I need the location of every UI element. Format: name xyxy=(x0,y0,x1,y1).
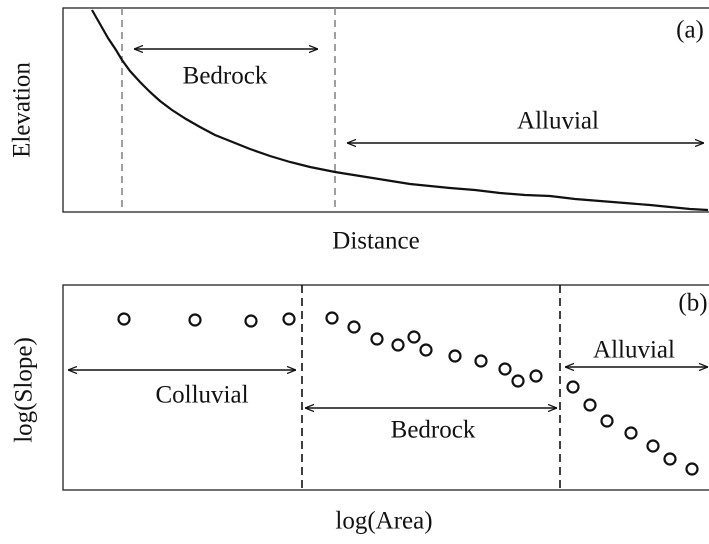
slope-point xyxy=(370,332,384,346)
zone-label: Bedrock xyxy=(183,63,268,90)
panel-label: (a) xyxy=(676,17,704,44)
panel-label: (b) xyxy=(678,290,707,317)
slope-point xyxy=(624,426,638,440)
slope-point xyxy=(117,312,131,326)
slope-point xyxy=(566,380,580,394)
profile-curve xyxy=(91,9,709,212)
slope-point xyxy=(498,362,512,376)
zone-label: Colluvial xyxy=(155,382,248,409)
y-axis-label: log(Slope) xyxy=(11,337,38,443)
slope-point xyxy=(244,314,258,328)
x-axis-label: Distance xyxy=(332,228,419,255)
slope-point xyxy=(529,369,543,383)
panel-a-frame xyxy=(62,7,709,213)
zone-label: Bedrock xyxy=(391,417,476,444)
slope-point xyxy=(407,330,421,344)
zone-label: Alluvial xyxy=(517,108,599,135)
slope-point xyxy=(325,311,339,325)
slope-point xyxy=(282,312,296,326)
slope-point xyxy=(347,320,361,334)
slope-point xyxy=(600,414,614,428)
slope-point xyxy=(419,343,433,357)
slope-point xyxy=(685,462,699,476)
slope-point xyxy=(474,354,488,368)
panel-b-frame xyxy=(62,284,709,491)
slope-point xyxy=(646,439,660,453)
slope-point xyxy=(663,452,677,466)
slope-point xyxy=(583,398,597,412)
x-axis-label: log(Area) xyxy=(335,508,432,535)
slope-point xyxy=(448,349,462,363)
slope-point xyxy=(391,338,405,352)
y-axis-label: Elevation xyxy=(9,62,36,158)
slope-point xyxy=(188,313,202,327)
zone-label: Alluvial xyxy=(593,337,675,364)
slope-point xyxy=(511,374,525,388)
